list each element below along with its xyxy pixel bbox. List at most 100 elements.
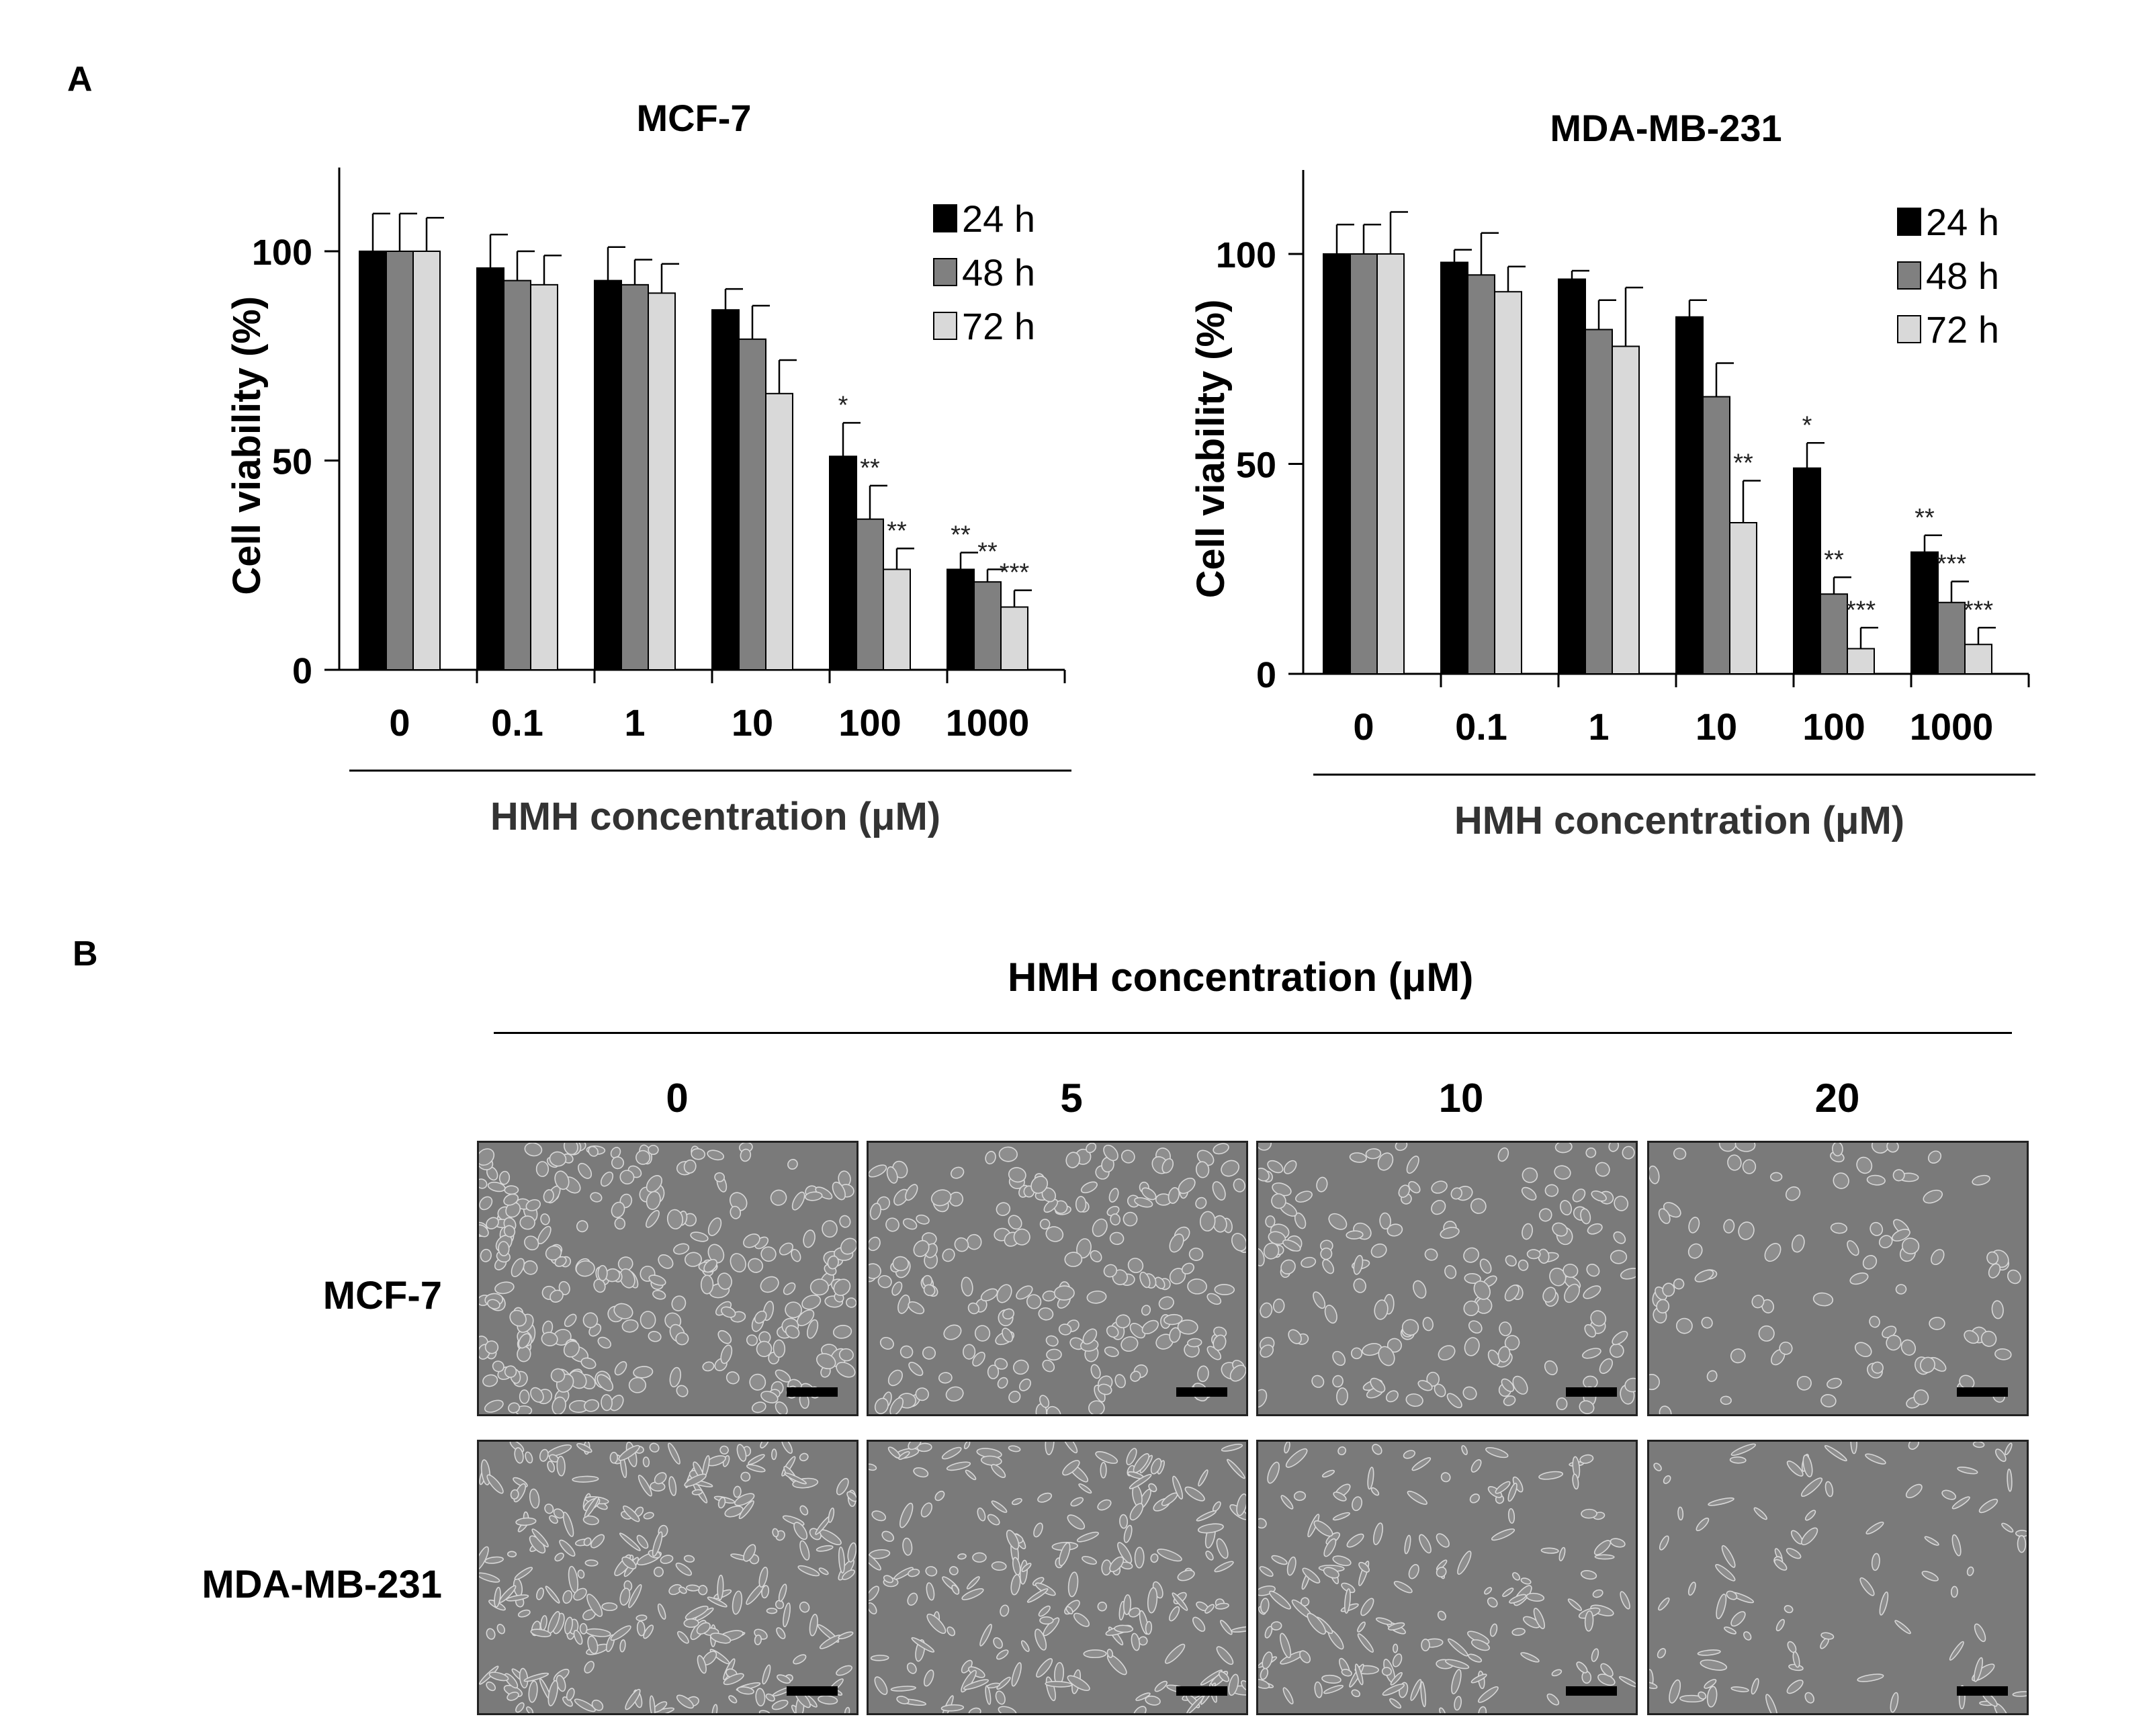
cell-shape xyxy=(1135,1692,1151,1701)
cell-shape xyxy=(1280,1259,1296,1275)
cell-shape xyxy=(945,1386,964,1402)
cell-shape xyxy=(1620,1591,1630,1610)
cell-shape xyxy=(1375,1617,1393,1625)
cell-shape xyxy=(891,1281,903,1296)
cell-shape xyxy=(1090,1364,1101,1379)
significance-label: *** xyxy=(1937,550,1967,578)
y-axis-label: Cell viability (%) xyxy=(1189,300,1233,599)
cell-shape xyxy=(771,1700,789,1710)
cell-shape xyxy=(518,1333,531,1349)
cell-shape xyxy=(1042,1359,1055,1373)
cell-shape xyxy=(479,1196,493,1211)
cell-shape xyxy=(1086,1290,1107,1304)
bar xyxy=(1467,274,1495,675)
cell-shape xyxy=(1659,1405,1672,1414)
cell-shape xyxy=(940,1704,965,1712)
cell-shape xyxy=(531,1528,549,1548)
cell-shape xyxy=(1258,1248,1265,1266)
cell-shape xyxy=(480,1248,492,1262)
cell-shape xyxy=(846,1297,856,1308)
cell-shape xyxy=(1000,1604,1010,1617)
scale-bar xyxy=(1566,1686,1617,1696)
bar xyxy=(530,284,558,670)
cell-shape xyxy=(799,1601,810,1613)
cell-shape xyxy=(980,1455,1002,1466)
cell-shape xyxy=(1260,1598,1270,1614)
cell-shape xyxy=(1131,1633,1141,1651)
cell-shape xyxy=(646,1175,662,1193)
cell-shape xyxy=(905,1184,918,1201)
cell-shape xyxy=(1344,1588,1351,1614)
cell-shape xyxy=(1610,1250,1628,1264)
cell-shape xyxy=(1420,1681,1427,1708)
cell-shape xyxy=(1332,1350,1346,1366)
cell-shape xyxy=(1070,1497,1084,1507)
cell-shape xyxy=(1994,1348,2012,1360)
cell-shape xyxy=(946,1461,971,1471)
cell-shape xyxy=(1016,1285,1033,1300)
cell-shape xyxy=(934,1490,945,1502)
cell-shape xyxy=(529,1488,540,1509)
cell-shape xyxy=(993,1637,1003,1649)
cell-shape xyxy=(1753,1507,1767,1520)
cell-shape xyxy=(1613,1231,1626,1244)
cell-shape xyxy=(907,1592,918,1606)
cell-shape xyxy=(809,1278,829,1296)
cell-shape xyxy=(1169,1233,1184,1253)
cell-shape xyxy=(778,1583,787,1602)
cell-shape xyxy=(540,1213,550,1225)
cell-shape xyxy=(1440,1472,1451,1483)
cell-shape xyxy=(1229,1364,1246,1382)
cell-shape xyxy=(1824,1481,1834,1498)
cell-shape xyxy=(517,1609,531,1618)
cell-shape xyxy=(1847,1240,1859,1256)
cell-shape xyxy=(530,1387,544,1403)
cell-shape xyxy=(1161,1492,1178,1506)
cell-shape xyxy=(1082,1555,1097,1565)
cell-shape xyxy=(1792,1651,1800,1668)
cell-shape xyxy=(564,1616,573,1635)
cell-shape xyxy=(1395,1143,1408,1152)
cell-shape xyxy=(1479,1258,1492,1274)
cell-shape xyxy=(1558,1547,1566,1561)
cell-shape xyxy=(1849,1272,1869,1285)
cell-shape xyxy=(996,1284,1012,1303)
cell-shape xyxy=(573,1629,583,1645)
cell-shape xyxy=(994,1358,1008,1370)
cell-shape xyxy=(1582,1348,1601,1359)
cell-shape xyxy=(1259,1566,1274,1577)
cell-shape xyxy=(580,1357,597,1369)
cell-shape xyxy=(1424,1248,1438,1261)
cell-shape xyxy=(725,1371,740,1385)
cell-shape xyxy=(963,1344,976,1360)
cell-shape xyxy=(771,1448,777,1461)
cell-shape xyxy=(646,1210,660,1228)
cell-shape xyxy=(1161,1158,1174,1174)
cell-shape xyxy=(1008,1215,1022,1230)
cell-shape xyxy=(525,1199,541,1211)
cell-shape xyxy=(628,1583,642,1608)
cell-shape xyxy=(1580,1208,1591,1225)
cell-shape xyxy=(1463,1300,1479,1316)
cell-shape xyxy=(1700,1659,1728,1671)
cell-shape xyxy=(1972,1174,1990,1186)
scale-bar xyxy=(1176,1686,1227,1696)
cell-shape xyxy=(1197,1523,1224,1534)
cell-shape xyxy=(1579,1400,1595,1414)
cell-shape xyxy=(1951,1534,1962,1557)
cell-shape xyxy=(668,1476,677,1496)
cell-shape xyxy=(1390,1672,1403,1686)
bar xyxy=(1910,551,1939,675)
cell-shape xyxy=(785,1301,802,1319)
cell-shape xyxy=(1228,1674,1239,1696)
cell-shape xyxy=(807,1319,819,1339)
cell-shape xyxy=(1518,1259,1529,1271)
cell-shape xyxy=(668,1583,683,1596)
cell-shape xyxy=(1554,1165,1571,1180)
cell-shape xyxy=(2012,1691,2027,1697)
cell-shape xyxy=(743,1544,756,1562)
cell-shape xyxy=(1439,1707,1446,1713)
cell-shape xyxy=(1214,1284,1235,1295)
cell-shape xyxy=(1542,1287,1556,1303)
bar xyxy=(1820,593,1848,675)
